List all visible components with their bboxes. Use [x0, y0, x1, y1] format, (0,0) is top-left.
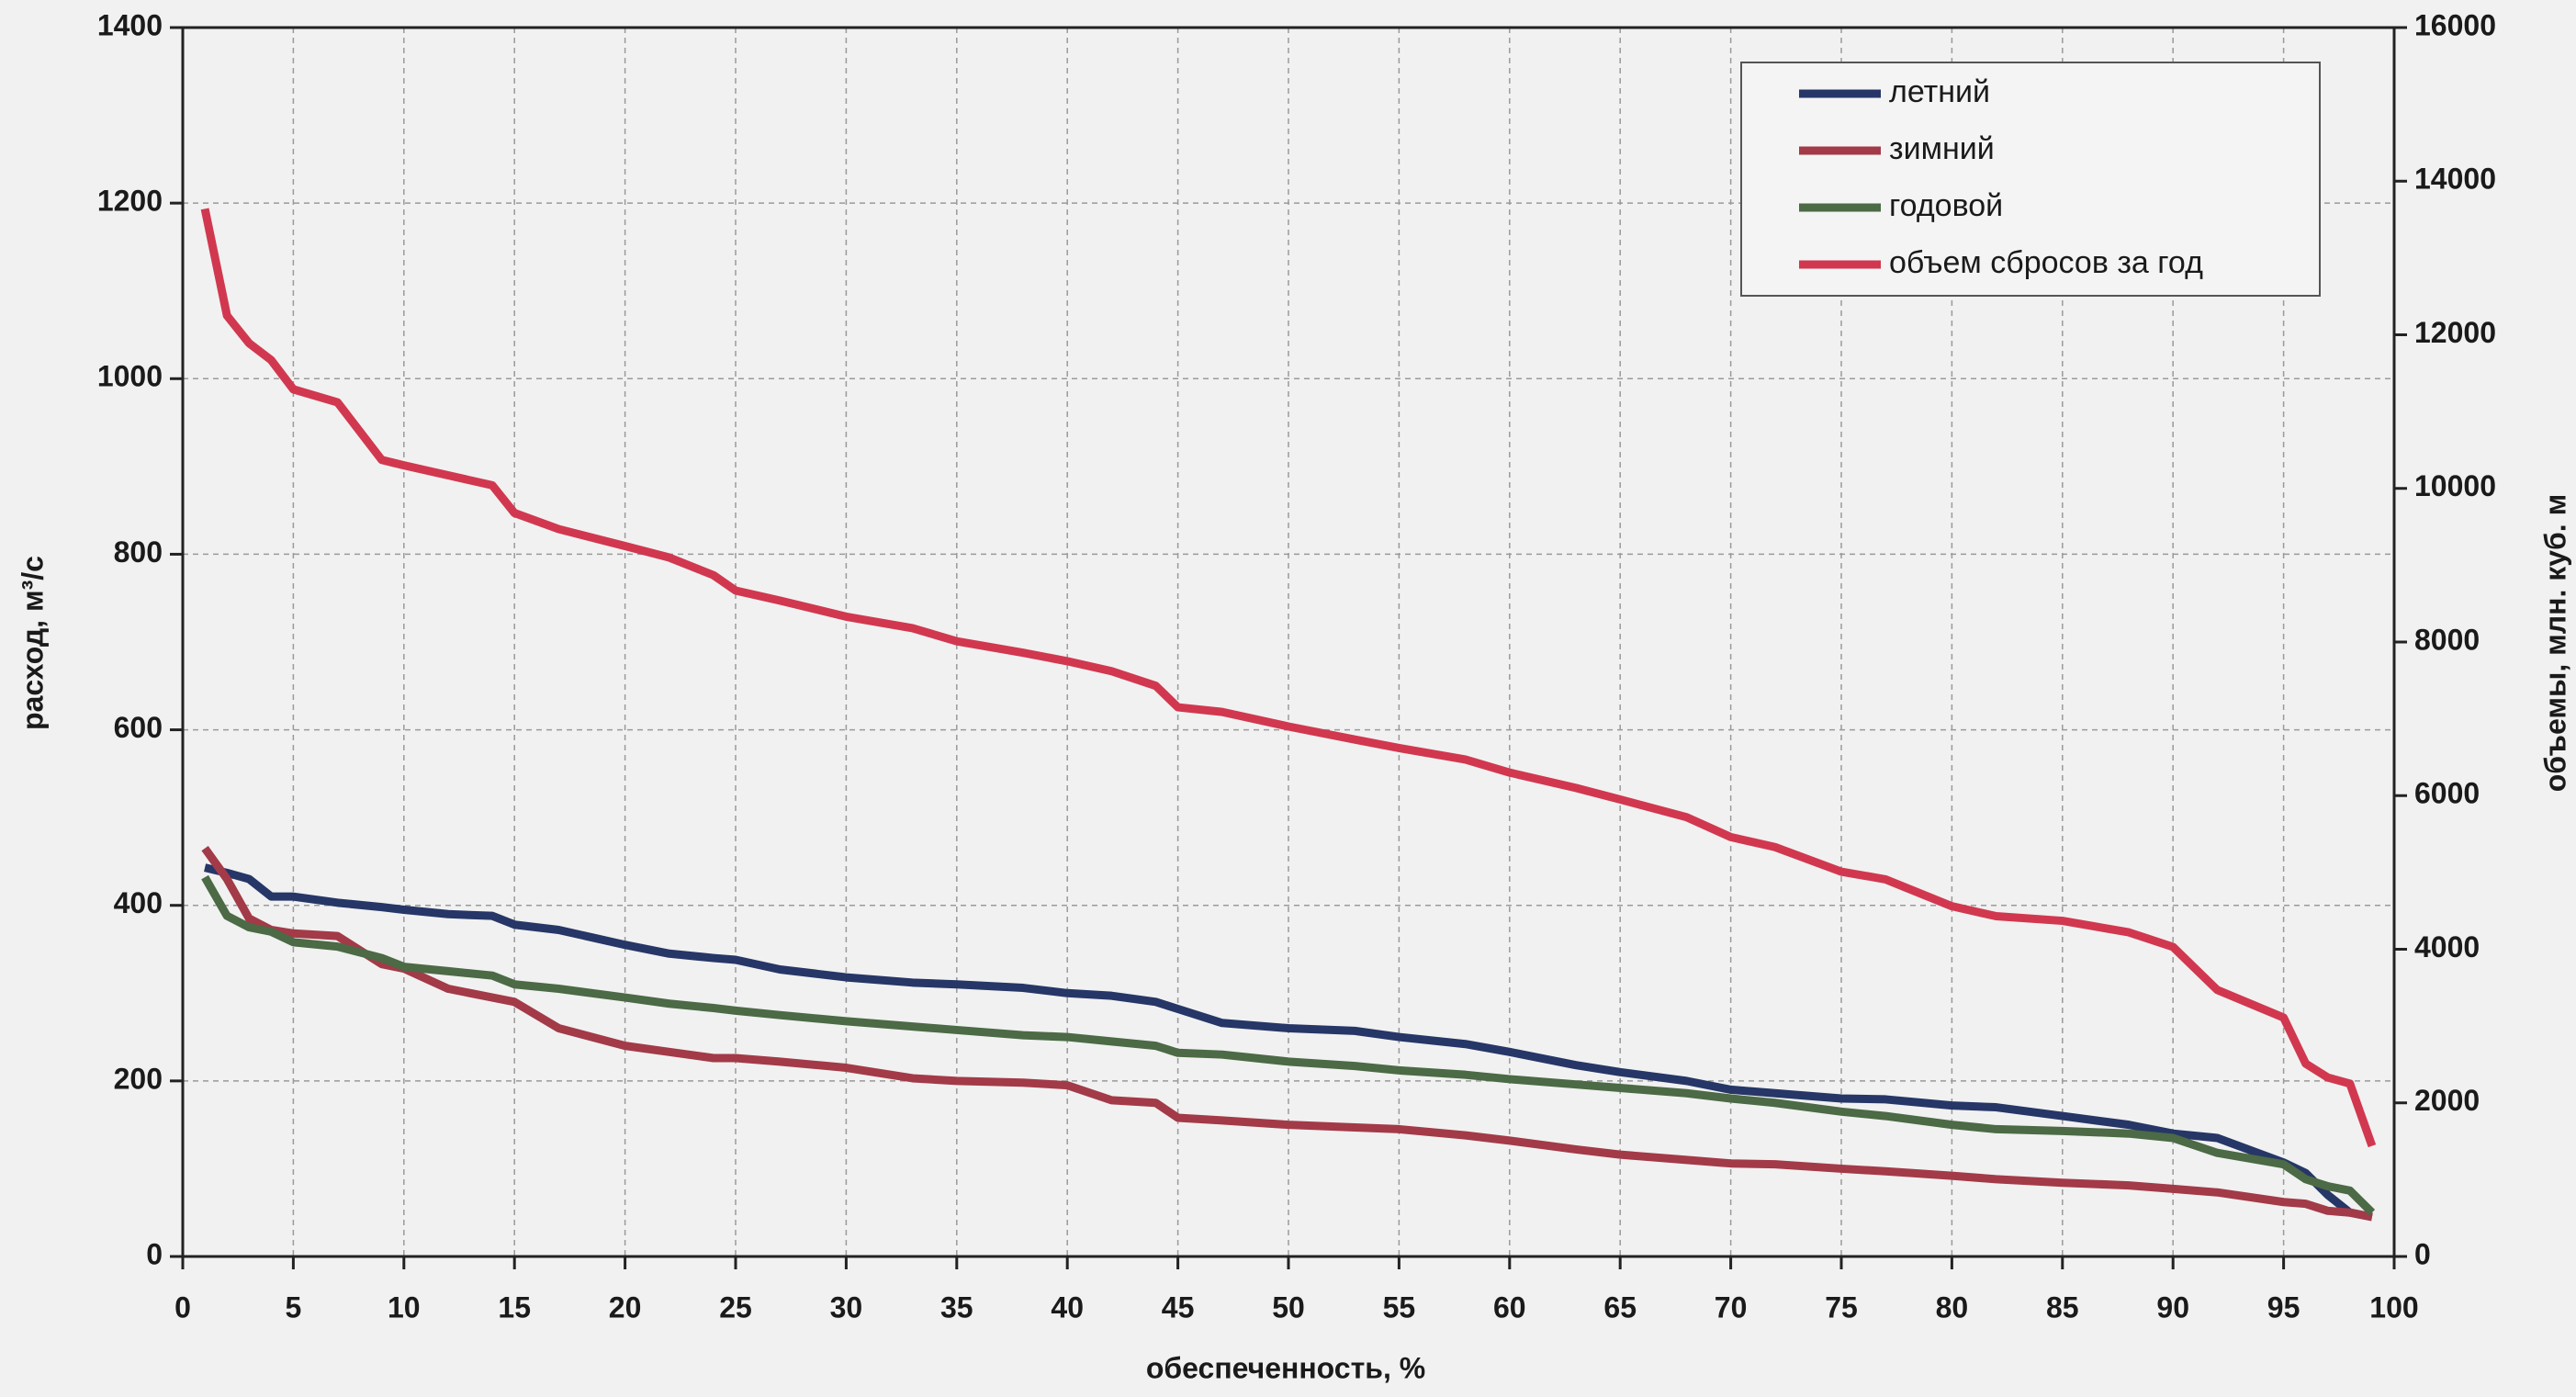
plot-frame	[181, 26, 2396, 1258]
x-tick-label: 0	[174, 1290, 191, 1324]
x-tick-label: 5	[286, 1290, 302, 1324]
legend-box	[1740, 62, 2321, 297]
x-tick-label: 95	[2267, 1290, 2300, 1324]
y-tick-label: 1000	[97, 360, 163, 393]
y2-tick-label: 2000	[2414, 1084, 2480, 1117]
legend-label: летний	[1889, 74, 1990, 109]
y2-tick-label: 0	[2414, 1237, 2431, 1270]
x-axis-label: обеспеченность, %	[1146, 1351, 1425, 1384]
x-tick-label: 40	[1051, 1290, 1084, 1324]
y2-axis-label: объемы, млн. куб. м	[2538, 494, 2571, 793]
x-tick-label: 65	[1603, 1290, 1637, 1324]
x-tick-label: 45	[1162, 1290, 1195, 1324]
series-line	[204, 863, 2373, 1222]
x-tick-label: 60	[1493, 1290, 1526, 1324]
y-tick-label: 1200	[97, 185, 163, 218]
y-tick-label: 800	[114, 535, 163, 569]
y-axis-label: расход, м³/с	[16, 556, 49, 730]
x-tick-label: 80	[1936, 1290, 1969, 1324]
x-tick-label: 55	[1383, 1290, 1416, 1324]
x-tick-label: 85	[2046, 1290, 2079, 1324]
x-tick-label: 20	[609, 1290, 642, 1324]
x-tick-label: 50	[1272, 1290, 1305, 1324]
x-tick-label: 75	[1825, 1290, 1858, 1324]
x-tick-label: 35	[940, 1290, 973, 1324]
legend-label: годовой	[1889, 188, 2003, 223]
y2-tick-label: 12000	[2414, 316, 2496, 349]
y-tick-label: 0	[146, 1237, 163, 1270]
y2-tick-label: 14000	[2414, 163, 2496, 196]
y2-tick-label: 10000	[2414, 469, 2496, 502]
x-tick-label: 100	[2369, 1290, 2418, 1324]
series-line	[201, 845, 2373, 1222]
series-line	[200, 208, 2377, 1148]
x-tick-label: 10	[388, 1290, 421, 1324]
x-tick-label: 25	[719, 1290, 752, 1324]
y-tick-label: 1400	[97, 8, 163, 41]
x-tick-label: 15	[498, 1290, 531, 1324]
y-tick-label: 200	[114, 1062, 163, 1095]
series-line	[201, 874, 2376, 1216]
y2-tick-label: 16000	[2414, 8, 2496, 41]
x-tick-label: 70	[1715, 1290, 1748, 1324]
y2-tick-label: 8000	[2414, 623, 2480, 656]
y2-tick-label: 6000	[2414, 777, 2480, 810]
legend: летний зимний годовой объем сбросов за год	[1740, 62, 2321, 297]
x-tick-label: 90	[2156, 1290, 2189, 1324]
legend-label: объем сбросов за год	[1889, 245, 2203, 280]
y2-tick-label: 4000	[2414, 930, 2480, 963]
x-tick-label: 30	[830, 1290, 863, 1324]
y-tick-label: 600	[114, 711, 163, 744]
legend-label: зимний	[1889, 131, 1995, 166]
y-tick-label: 400	[114, 886, 163, 919]
